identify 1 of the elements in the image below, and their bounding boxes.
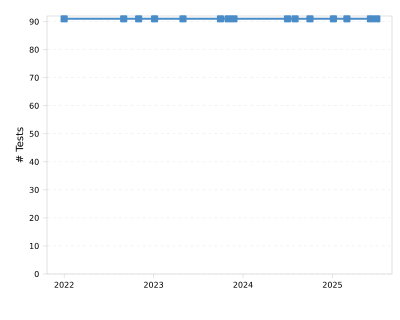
- y-axis-title: # Tests: [16, 127, 24, 162]
